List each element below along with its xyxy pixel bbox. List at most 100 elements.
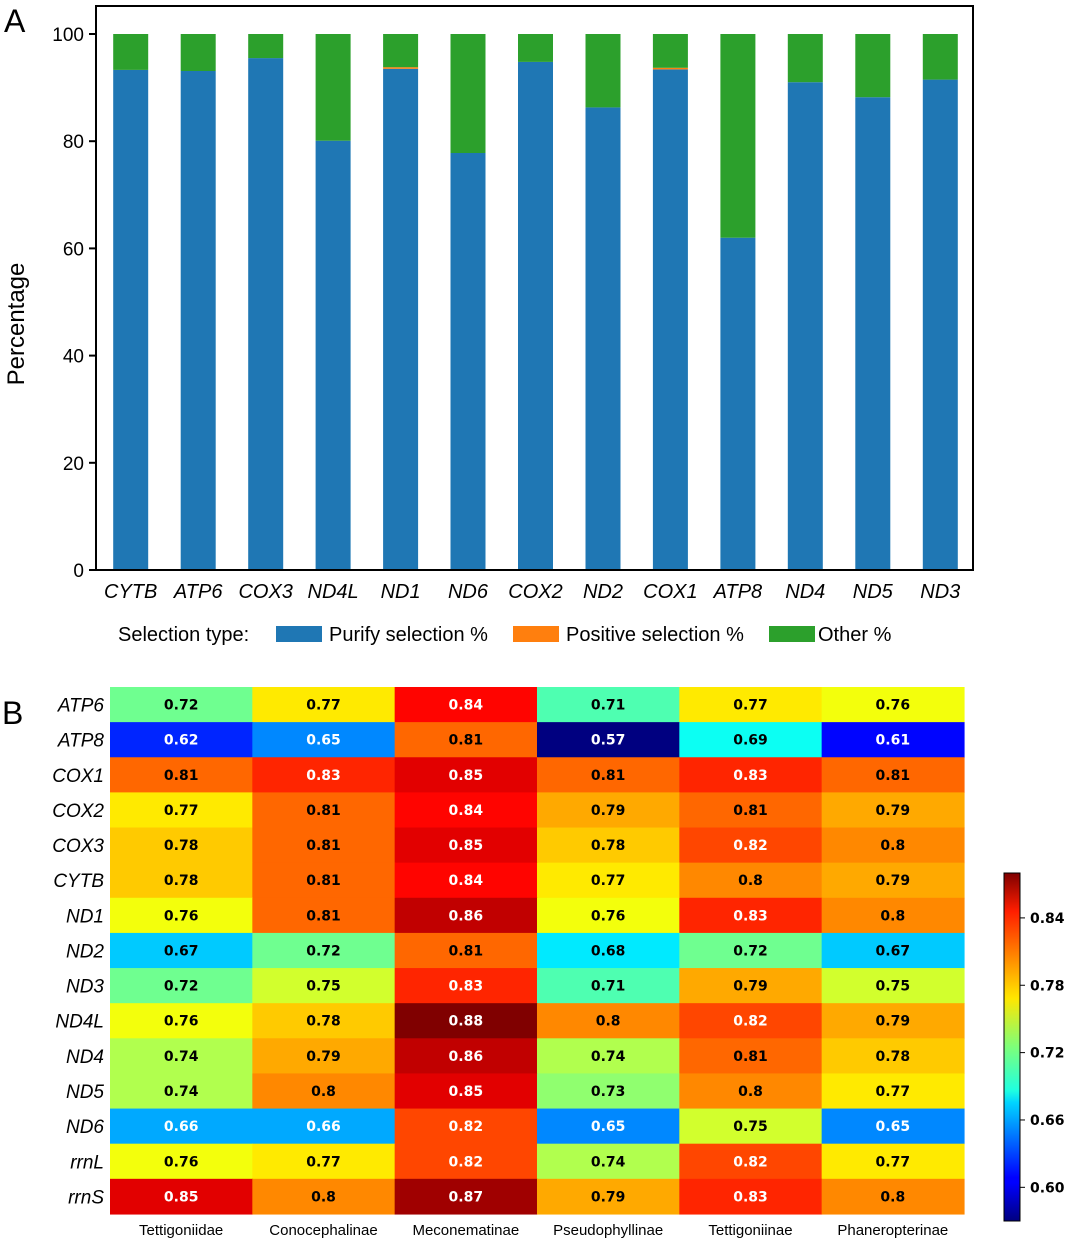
heatmap-row-label-atp6: ATP6 [57,696,105,717]
heatmap-cell-nd4l-tettigoniidae [110,1003,253,1039]
heatmap-value-label: 0.79 [591,803,626,819]
heatmap-cell-nd5-pseudophyllinae [536,1073,680,1110]
heatmap-value-label: 0.76 [876,698,911,714]
bar-cytb-other [113,34,149,70]
bar-atp6-purify [180,71,216,570]
y-tick-label: 60 [63,239,84,260]
heatmap-value-label: 0.76 [164,1014,199,1030]
heatmap-cell-nd1-tettigoniidae [110,897,253,934]
heatmap-value-label: 0.77 [733,698,768,714]
heatmap-value-label: 0.84 [449,803,484,819]
colorbar-ticks: 0.84 0.78 0.72 0.66 0.60 [1020,911,1065,1196]
heatmap-cell-nd1-conocephalinae [252,897,396,934]
legend-swatch-positive [513,626,559,642]
y-tick-label: 20 [63,454,84,475]
heatmap-value-label: 0.81 [449,733,484,749]
heatmap-cell-cox2-tettigoniidae [110,792,253,829]
bar-cox1-purify [652,69,688,571]
heatmap-value-label: 0.77 [876,1154,911,1170]
heatmap-value-label: 0.79 [733,979,768,995]
heatmap-value-label: 0.74 [164,1049,199,1065]
heatmap-cell-nd1-tettigoniinae [679,897,823,934]
heatmap-cell-nd4-conocephalinae [252,1038,396,1075]
heatmap-row-label-nd5: ND5 [66,1082,104,1103]
heatmap-cell-cox1-meconematinae [394,757,538,793]
heatmap-cell-cox1-pseudophyllinae [536,757,680,793]
y-tick-label: 80 [63,132,84,153]
heatmap-cell-nd6-phaneropterinae [821,1108,965,1145]
heatmap-value-label: 0.77 [306,1154,341,1170]
colorbar-tick-label: 0.72 [1030,1046,1065,1062]
heatmap-cell-cox1-phaneropterinae [821,757,965,793]
heatmap-cell-nd2-tettigoniinae [679,932,823,969]
x-tick-label-cytb: CYTB [104,581,157,603]
heatmap-cell-cox1-tettigoniidae [110,757,253,793]
colorbar-tick-label: 0.84 [1030,911,1065,927]
heatmap-value-label: 0.8 [738,1084,763,1100]
heatmap-cell-cytb-tettigoniinae [679,862,823,899]
heatmap-cell-nd3-tettigoniinae [679,968,823,1004]
heatmap-cell-atp8-conocephalinae [252,722,396,758]
heatmap-value-label: 0.66 [164,1119,199,1135]
heatmap-cell-nd5-phaneropterinae [821,1073,965,1110]
heatmap-value-label: 0.83 [733,768,768,784]
heatmap-row-label-cytb: CYTB [53,871,104,892]
heatmap-row-label-rrnl: rrnL [70,1152,104,1173]
heatmap-cell-cox3-tettigoniidae [110,827,253,864]
heatmap-value-label: 0.81 [733,803,768,819]
heatmap-value-label: 0.8 [311,1189,336,1205]
x-tick-label-nd1: ND1 [381,581,421,603]
bar-nd1-purify [383,68,419,571]
heatmap-value-label: 0.81 [876,768,911,784]
heatmap-cell-nd2-pseudophyllinae [536,932,680,969]
heatmap-cell-atp6-conocephalinae [252,687,396,723]
heatmap-cell-nd2-phaneropterinae [821,932,965,969]
heatmap-cell-cytb-meconematinae [394,862,538,899]
heatmap-row-label-nd3: ND3 [66,977,104,998]
x-tick-label-cox3: COX3 [238,581,292,603]
heatmap-cell-cox2-phaneropterinae [821,792,965,829]
bar-nd6-purify [450,153,486,570]
heatmap-cell-nd4-tettigoniinae [679,1038,823,1075]
heatmap-cell-atp8-pseudophyllinae [536,722,680,758]
heatmap-column-label-conocephalinae: Conocephalinae [269,1222,377,1239]
plot-frame [95,5,974,571]
heatmap-value-label: 0.83 [306,768,341,784]
heatmap-value-label: 0.81 [306,908,341,924]
bar-cox2-other [518,34,553,62]
heatmap-value-label: 0.8 [880,838,905,854]
heatmap-value-label: 0.82 [733,1154,768,1170]
heatmap-row-label-cox2: COX2 [52,801,104,822]
heatmap-cell-atp6-pseudophyllinae [536,687,680,723]
heatmap-cell-rrns-phaneropterinae [821,1178,965,1215]
heatmap-cell-atp8-tettigoniidae [110,722,253,758]
heatmap-cell-nd4l-meconematinae [394,1003,538,1039]
y-axis-label: Percentage [3,263,30,386]
heatmap-cell-cytb-pseudophyllinae [536,862,680,899]
heatmap-cell-nd3-meconematinae [394,968,538,1004]
heatmap-value-label: 0.85 [449,768,484,784]
heatmap-cell-nd3-pseudophyllinae [536,968,680,1004]
bar-chart-marks [113,34,958,571]
heatmap-value-label: 0.8 [880,1189,905,1205]
heatmap-cell-cox2-meconematinae [394,792,538,829]
heatmap-cell-cox1-conocephalinae [252,757,396,793]
heatmap-row-label-nd2: ND2 [66,941,104,962]
heatmap-value-label: 0.67 [876,943,911,959]
x-tick-label-cox1: COX1 [643,581,697,603]
heatmap-value-label: 0.72 [306,943,341,959]
heatmap-cell-nd1-phaneropterinae [821,897,965,934]
heatmap-value-label: 0.86 [449,908,484,924]
bar-atp8-purify [720,237,756,570]
heatmap-value-label: 0.8 [311,1084,336,1100]
bar-cox3-other [248,34,284,59]
colorbar [1003,872,1021,1222]
heatmap-value-label: 0.78 [591,838,626,854]
heatmap-cell-cytb-phaneropterinae [821,862,965,899]
heatmap-cell-nd5-conocephalinae [252,1073,396,1110]
heatmap-cell-nd6-tettigoniinae [679,1108,823,1145]
heatmap-column-label-meconematinae: Meconematinae [412,1222,519,1239]
heatmap-value-label: 0.8 [738,873,763,889]
heatmap-cell-cox3-meconematinae [394,827,538,864]
heatmap-value-label: 0.71 [591,698,626,714]
